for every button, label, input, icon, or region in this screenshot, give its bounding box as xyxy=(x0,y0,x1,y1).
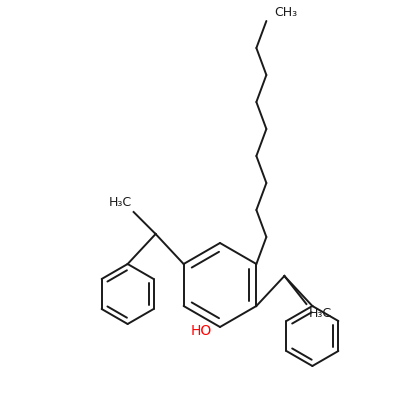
Text: CH₃: CH₃ xyxy=(274,6,298,19)
Text: H₃C: H₃C xyxy=(108,196,132,209)
Text: H₃C: H₃C xyxy=(308,307,332,320)
Text: HO: HO xyxy=(191,324,212,338)
